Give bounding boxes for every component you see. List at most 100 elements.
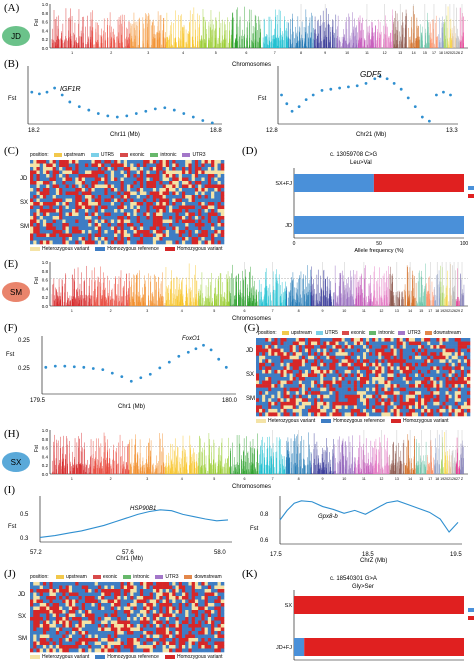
genotype-cell [130, 205, 134, 210]
genotype-cell [185, 170, 189, 175]
genotype-cell [181, 209, 186, 213]
genotype-cell [120, 226, 125, 231]
genotype-cell [72, 230, 76, 234]
genotype-cell [211, 205, 215, 210]
genotype-cell [84, 174, 89, 178]
genotype-cell [335, 373, 339, 378]
genotype-cell [323, 401, 327, 406]
genotype-cell [68, 233, 73, 238]
genotype-cell [329, 359, 333, 364]
fst-point [148, 372, 152, 376]
y-tick-label: 0.2 [42, 37, 49, 42]
fst-point [435, 93, 438, 97]
genotype-cell [256, 359, 260, 364]
genotype-cell [271, 359, 275, 364]
genotype-cell [181, 163, 186, 168]
genotype-cell [75, 191, 79, 196]
genotype-cell [265, 366, 269, 371]
genotype-cell [207, 167, 212, 171]
genotype-cell [307, 401, 312, 406]
genotype-cell [320, 398, 324, 403]
genotype-cell [207, 163, 212, 168]
genotype-cell [172, 177, 176, 182]
genotype-cell [146, 174, 150, 178]
chromosome-tick-label: 11 [362, 309, 366, 313]
genotype-cell [344, 408, 349, 413]
genotype-cell [298, 348, 303, 353]
genotype-cell [107, 205, 112, 210]
genotype-cell [286, 359, 290, 364]
genotype-cell [30, 240, 34, 245]
genotype-cell [123, 181, 128, 185]
genotype-cell [307, 412, 312, 417]
genotype-cell [120, 205, 125, 210]
fst-point [210, 121, 214, 125]
genotype-cell [320, 373, 324, 378]
genotype-cell [59, 202, 63, 206]
genotype-cell [256, 362, 260, 367]
genotype-cell [72, 170, 76, 175]
genotype-cell [149, 226, 154, 231]
genotype-cell [149, 167, 154, 171]
genotype-cell [55, 223, 60, 227]
genotype-cell [52, 202, 57, 206]
genotype-cell [159, 167, 163, 171]
genotype-cell [62, 230, 66, 234]
genotype-cell [292, 341, 297, 346]
genotype-cell [36, 219, 40, 224]
genotype-cell [262, 412, 266, 417]
genotype-cell [323, 366, 327, 371]
genotype-cell [201, 202, 205, 206]
genotype-cell [68, 216, 73, 220]
genotype-cell [301, 394, 306, 399]
chromosome-tick-label: 9 [322, 309, 324, 313]
genotype-cell [175, 198, 180, 203]
genotype-cell [262, 355, 266, 360]
genotype-cell [84, 181, 89, 185]
genotype-cell [298, 387, 303, 392]
g-legend-exonic: exonic [350, 330, 366, 336]
genotype-cell [292, 366, 297, 371]
genotype-cell [265, 405, 269, 410]
genotype-cell [338, 345, 342, 349]
genotype-cell [314, 401, 318, 406]
genotype-cell [347, 341, 352, 346]
chromosome-tick-label: 1 [71, 309, 73, 313]
fst-point [347, 85, 350, 89]
genotype-cell [274, 387, 278, 392]
genotype-cell [55, 184, 60, 189]
genotype-cell [162, 233, 167, 238]
genotype-cell [159, 233, 163, 238]
genotype-cell [271, 345, 275, 349]
genotype-cell [120, 237, 125, 241]
genotype-cell [94, 170, 99, 175]
genotype-cell [59, 195, 63, 199]
genotype-cell [262, 359, 266, 364]
genotype-cell [178, 237, 183, 241]
genotype-heatmap-g [256, 338, 471, 417]
genotype-cell [65, 170, 70, 175]
genotype-cell [139, 212, 144, 217]
genotype-cell [101, 198, 105, 203]
genotype-cell [36, 233, 40, 238]
genotype-cell [268, 384, 272, 388]
genotype-cell [65, 209, 70, 213]
genotype-cell [277, 405, 281, 410]
genotype-cell [94, 167, 99, 171]
genotype-cell [181, 216, 186, 220]
genotype-cell [120, 195, 125, 199]
genotype-cell [104, 226, 108, 231]
genotype-cell [84, 195, 89, 199]
g-upstream-swatch [282, 331, 289, 335]
genotype-cell [262, 405, 266, 410]
genotype-cell [311, 359, 315, 364]
genotype-cell [172, 170, 176, 175]
fst-point [177, 354, 181, 358]
genotype-cell [65, 191, 70, 196]
genotype-cell [317, 359, 321, 364]
genotype-cell [259, 394, 263, 399]
genotype-cell [130, 160, 134, 164]
genotype-cell [97, 160, 102, 164]
genotype-cell [65, 195, 70, 199]
genotype-cell [320, 401, 324, 406]
